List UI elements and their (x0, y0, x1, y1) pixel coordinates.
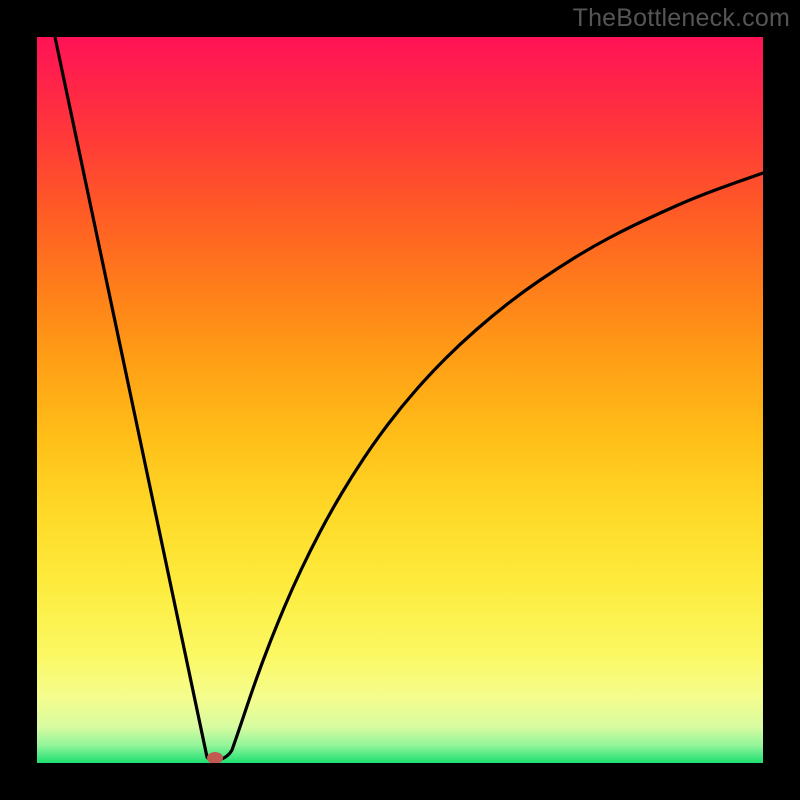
chart-container: TheBottleneck.com (0, 0, 800, 800)
watermark-text: TheBottleneck.com (573, 4, 790, 33)
plot-background (37, 37, 763, 763)
bottleneck-chart (0, 0, 800, 800)
optimum-marker (207, 752, 223, 764)
frame-left (0, 0, 37, 800)
frame-right (763, 0, 800, 800)
frame-bottom (0, 763, 800, 800)
